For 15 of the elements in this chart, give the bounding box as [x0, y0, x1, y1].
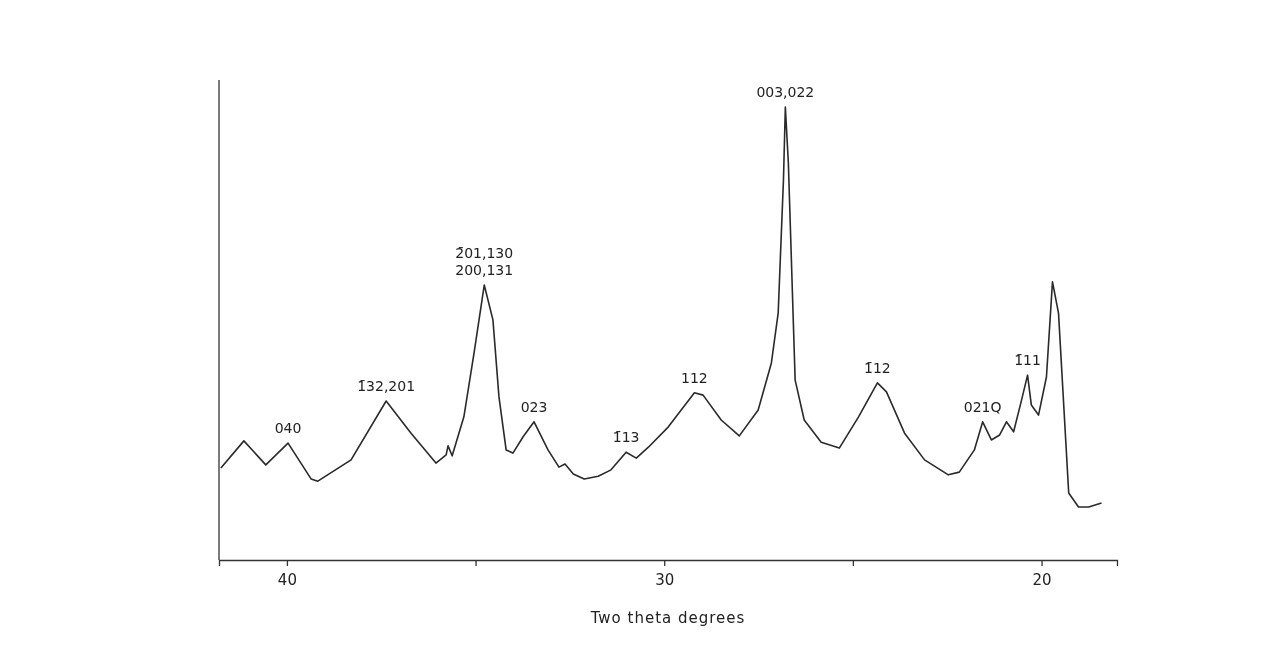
annotation: 021Q [963, 398, 1002, 415]
annotation: 023 [520, 398, 548, 415]
annotation: 2̄01,130 [455, 245, 514, 262]
x-tick-label: 30 [655, 570, 675, 589]
x-tick-label: 40 [277, 570, 297, 589]
annotation: 112 [681, 369, 708, 386]
x-axis-title: Two theta degrees [589, 609, 746, 627]
x-tick-label: 20 [1032, 570, 1052, 589]
annotation: 1̄12 [864, 359, 891, 376]
annotation: 040 [274, 420, 302, 437]
annotation: 1̄32,201 [357, 378, 416, 394]
annotation: 1̄11 [1014, 352, 1041, 369]
annotation: 003,022 [756, 84, 815, 100]
annotation: 200,131 [455, 262, 514, 279]
annotation: 1̄13 [612, 429, 640, 446]
